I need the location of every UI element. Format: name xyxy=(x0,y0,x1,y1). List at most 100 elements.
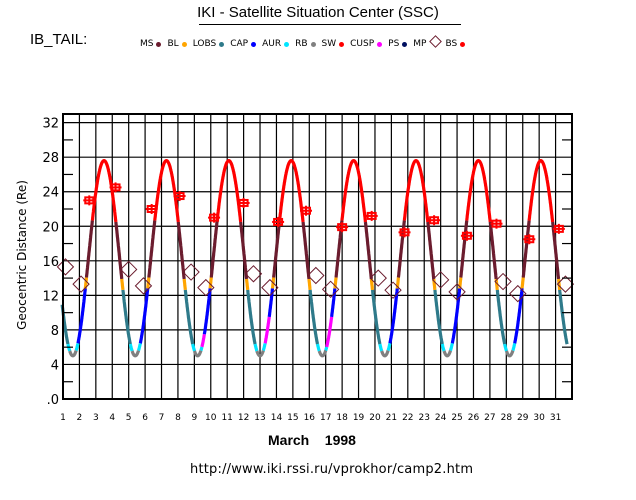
legend-dot-icon xyxy=(284,42,290,47)
x-tick-label: 17 xyxy=(320,413,331,423)
magnetopause-marker xyxy=(261,278,279,297)
orbit-segment-bl xyxy=(520,277,525,289)
x-tick-label: 10 xyxy=(205,413,217,423)
legend-dot-icon xyxy=(181,42,187,47)
magnetopause-marker xyxy=(134,277,153,295)
bow-shock-marker xyxy=(365,210,378,221)
x-tick-label: 2 xyxy=(77,413,83,423)
source-url-link[interactable]: http://www.iki.rssi.ru/vprokhor/camp2.ht… xyxy=(190,462,474,477)
x-tick-label: 26 xyxy=(468,413,480,423)
bow-shock-marker xyxy=(523,234,536,245)
legend-dot-icon xyxy=(251,42,257,47)
orbit-segment-aur xyxy=(66,343,72,353)
orbit-segment-aur xyxy=(191,343,197,353)
magnetopause-marker xyxy=(509,284,527,303)
x-tick-label: 5 xyxy=(126,413,132,423)
legend-item-aur: AUR xyxy=(262,39,290,49)
legend-label: SW xyxy=(321,39,337,49)
orbit-segment-ms xyxy=(114,221,124,280)
orbit-segment-bl xyxy=(245,278,250,291)
legend-label: CUSP xyxy=(350,39,375,49)
orbit-segment-rb xyxy=(68,349,78,358)
grid xyxy=(62,114,572,400)
orbit-segment-cusp xyxy=(325,316,334,348)
orbit-segment-aur xyxy=(315,343,321,353)
legend-item-rb: RB xyxy=(295,39,316,49)
legend-label: BS xyxy=(445,39,458,49)
orbit-segment-sw xyxy=(527,159,555,223)
orbit-segment-aur xyxy=(511,342,517,352)
legend-dot-icon xyxy=(339,42,345,47)
orbit-segment-rb xyxy=(380,349,390,358)
legend-label: RB xyxy=(295,39,308,49)
legend-item-ps: PS xyxy=(388,39,408,49)
orbit-segment-aur xyxy=(440,343,446,353)
orbit-segment-ms xyxy=(239,221,249,280)
legend-dot-icon xyxy=(402,42,408,47)
page-title: IKI - Satellite Situation Center (SSC) xyxy=(197,4,439,21)
x-tick-label: 13 xyxy=(254,413,265,423)
x-tick-label: 27 xyxy=(484,413,495,423)
orbit-segment-rb xyxy=(442,349,452,358)
orbit-segment-aur xyxy=(386,342,392,352)
bow-shock-marker xyxy=(398,227,411,238)
magnetopause-marker xyxy=(244,265,263,283)
orbit-segment-cap xyxy=(138,288,150,345)
tick-labels: 1 2 3 4 5 6 7 8 9 10 11 12 13 14 15 16 17 18 19 20 21 22 23 24 2… xyxy=(42,117,561,423)
bow-shock-marker xyxy=(428,215,441,226)
orbit-segment-aur xyxy=(378,343,384,353)
bow-shock-marker xyxy=(83,195,96,206)
x-tick-label: 6 xyxy=(142,413,148,423)
x-tick-label: 12 xyxy=(238,413,249,423)
orbit-segment-aur xyxy=(503,343,508,353)
orbit-segment-ms xyxy=(488,221,498,280)
legend-item-lobs: LOBS xyxy=(193,39,225,49)
magnetopause-marker xyxy=(384,281,402,299)
x-tick-label: 4 xyxy=(109,413,115,423)
orbit-segment-bl xyxy=(556,278,562,291)
orbit-segment-bl xyxy=(307,278,312,291)
orbit-segment-aur xyxy=(137,342,142,352)
x-tick-label: 22 xyxy=(402,413,413,423)
magnetopause-marker xyxy=(72,275,90,293)
bow-shock-marker xyxy=(208,212,221,223)
orbit-segment-lobs xyxy=(370,289,382,345)
legend-label: BL xyxy=(167,39,179,49)
magnetopause-marker xyxy=(448,283,466,301)
orbit-segment-ms xyxy=(147,220,157,278)
legend-item-sw: SW xyxy=(322,39,345,49)
orbit-segment-sw xyxy=(402,159,430,223)
orbit-segment-ms xyxy=(272,220,282,278)
orbit-segment-aur xyxy=(128,343,134,353)
orbit-segment-sw xyxy=(215,159,243,223)
legend-dot-icon xyxy=(156,42,162,47)
legend-dot-icon xyxy=(219,42,225,47)
bow-shock-marker xyxy=(460,230,473,241)
legend-item-ms: MS xyxy=(140,39,162,49)
magnetopause-marker xyxy=(431,271,450,289)
legend-dot-icon xyxy=(460,42,466,47)
x-tick-label: 1 xyxy=(60,413,66,423)
legend-item-mp: MP xyxy=(413,35,442,49)
magnetopause-marker xyxy=(556,275,575,293)
orbit-segment-ms xyxy=(426,221,436,280)
orbit-segment-cap xyxy=(450,288,462,345)
x-tick-label: 16 xyxy=(304,413,316,423)
magnetopause-marker xyxy=(494,272,512,291)
legend: MS BL LOBS CAP AUR RB SW CUSP PS MP BS xyxy=(140,35,471,49)
x-tick-label: 21 xyxy=(386,413,397,423)
orbit-segment-aur xyxy=(199,346,204,352)
axes xyxy=(62,113,573,400)
orbit-segment-sw xyxy=(153,159,180,223)
magnetopause-marker xyxy=(182,263,200,281)
legend-label: MP xyxy=(413,39,427,49)
orbit-segment-lobs xyxy=(246,289,257,345)
y-tick-label: 24 xyxy=(42,186,59,201)
bow-shock-marker xyxy=(109,182,122,193)
satellite-label: IB_TAIL: xyxy=(30,31,88,48)
orbit-segment-cap xyxy=(267,288,275,318)
orbit-segment-bl xyxy=(120,278,125,291)
orbit-segment-ms xyxy=(176,221,186,280)
x-tick-label: 23 xyxy=(418,413,429,423)
